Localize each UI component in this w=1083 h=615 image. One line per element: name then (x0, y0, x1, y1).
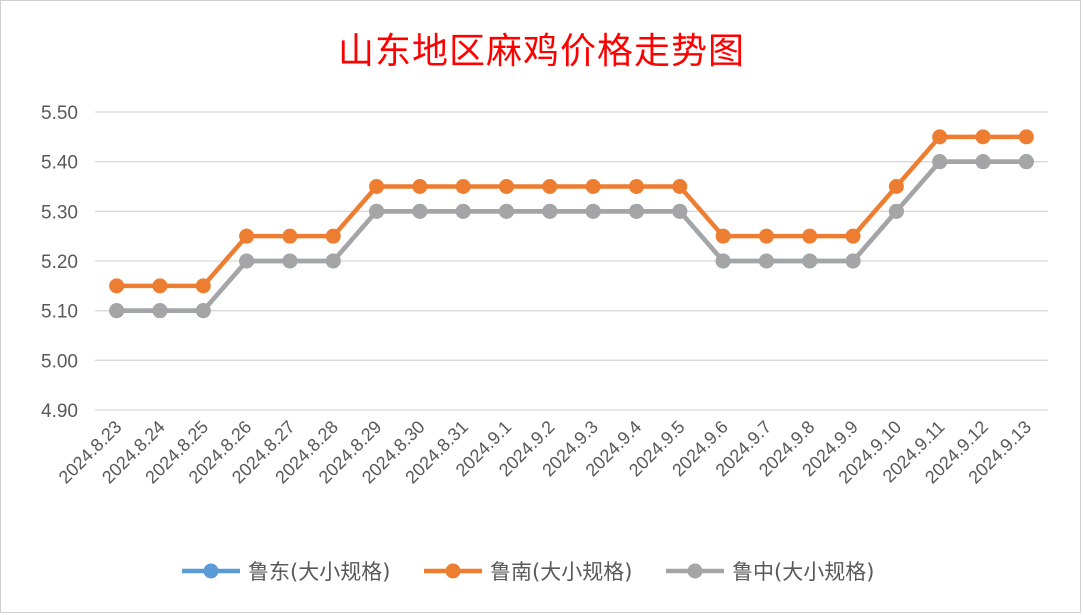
data-point (325, 253, 341, 269)
chart-title: 山东地区麻鸡价格走势图 (337, 31, 745, 72)
data-point (672, 203, 688, 219)
data-point (195, 303, 211, 319)
legend-label: 鲁南(大小规格) (490, 560, 632, 584)
data-point (845, 253, 861, 269)
data-point (412, 179, 428, 194)
data-point (499, 179, 515, 194)
series-3 (109, 154, 1034, 319)
data-point (758, 253, 774, 269)
data-point (802, 228, 818, 244)
data-point (282, 228, 298, 244)
data-point (109, 278, 125, 294)
data-point (1018, 154, 1034, 170)
y-tick-label: 5.50 (41, 103, 78, 124)
data-point (542, 203, 558, 219)
legend-item: 鲁东(大小规格) (182, 560, 390, 584)
data-point (109, 303, 125, 319)
series-line (116, 134, 1027, 289)
data-point (239, 253, 255, 269)
legend-label: 鲁东(大小规格) (248, 560, 390, 584)
data-point (455, 179, 471, 194)
series-2 (109, 129, 1034, 294)
data-point (975, 154, 991, 170)
data-point (585, 179, 601, 194)
data-point (239, 228, 255, 244)
data-point (499, 203, 515, 219)
data-point (845, 228, 861, 244)
legend-label: 鲁中(大小规格) (732, 560, 874, 584)
legend-marker (203, 563, 219, 579)
legend-item: 鲁中(大小规格) (666, 560, 874, 584)
legend-marker (445, 563, 461, 579)
data-point (932, 129, 948, 145)
gridlines (95, 111, 1048, 411)
y-tick-label: 5.10 (41, 302, 78, 323)
data-point (542, 179, 558, 194)
legend: 鲁东(大小规格) 鲁南(大小规格) 鲁中(大小规格) (182, 560, 874, 584)
y-tick-label: 5.30 (41, 202, 78, 223)
series-line (116, 159, 1027, 313)
series-layer (109, 129, 1034, 319)
data-point (672, 179, 688, 194)
y-tick-label: 5.40 (41, 153, 78, 174)
data-point (932, 154, 948, 170)
y-axis-ticks: 5.50 5.40 5.30 5.20 5.10 5.00 4.90 (41, 103, 78, 422)
data-point (455, 203, 471, 219)
y-tick-label: 5.20 (41, 252, 78, 273)
data-point (758, 228, 774, 244)
data-point (325, 228, 341, 244)
data-point (152, 303, 168, 319)
data-point (195, 278, 211, 294)
y-tick-label: 5.00 (41, 351, 78, 372)
data-point (715, 228, 731, 244)
data-point (585, 203, 601, 219)
data-point (975, 129, 991, 145)
x-axis-ticks: 2024.8.232024.8.242024.8.252024.8.262024… (55, 417, 1035, 488)
data-point (369, 179, 385, 194)
legend-item: 鲁南(大小规格) (424, 560, 632, 584)
data-point (888, 203, 904, 219)
data-point (412, 203, 428, 219)
data-point (715, 253, 731, 269)
data-point (369, 203, 385, 219)
data-point (888, 179, 904, 194)
data-point (802, 253, 818, 269)
y-tick-label: 4.90 (41, 401, 78, 422)
data-point (628, 203, 644, 219)
data-point (282, 253, 298, 269)
legend-marker (687, 563, 703, 579)
data-point (628, 179, 644, 194)
data-point (1018, 129, 1034, 145)
data-point (152, 278, 168, 294)
